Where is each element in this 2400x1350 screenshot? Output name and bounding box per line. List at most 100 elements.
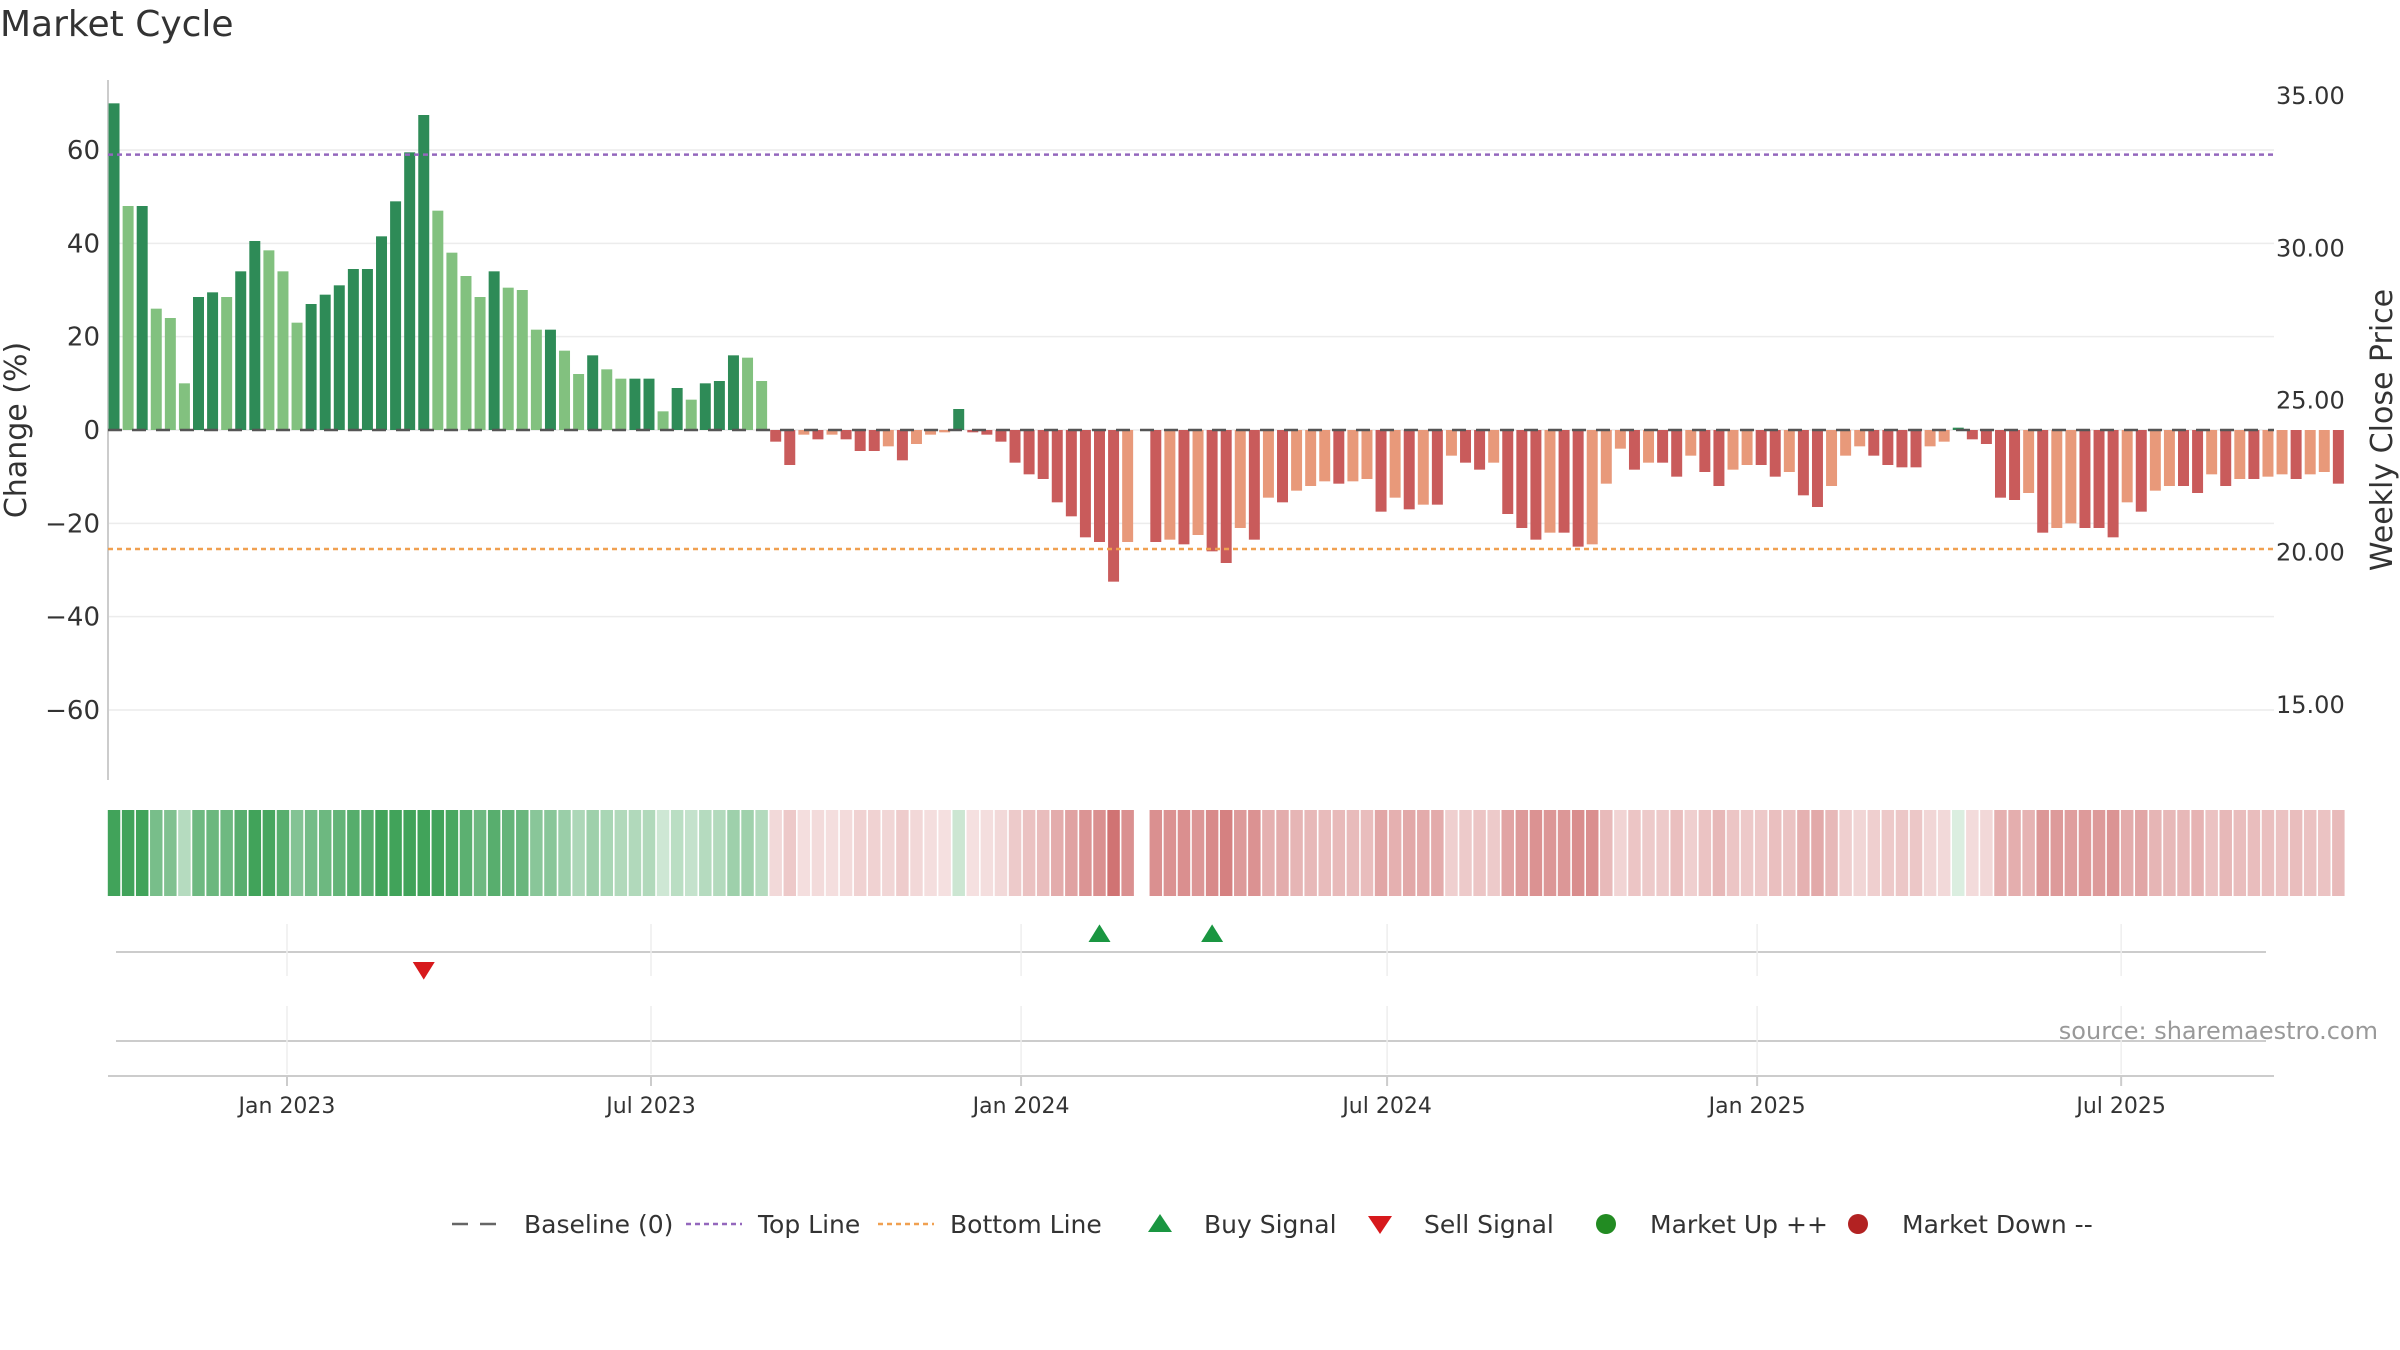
bar [1628, 430, 1640, 470]
heat-cell [178, 810, 191, 896]
bar [1699, 430, 1711, 472]
bar [2276, 430, 2288, 475]
bar [587, 355, 599, 430]
bar [2135, 430, 2147, 512]
bar [488, 271, 500, 430]
bar [840, 430, 852, 440]
y-axis-label: Change (%) [0, 342, 34, 518]
bars [108, 103, 2344, 582]
bar [305, 304, 317, 430]
heat-cell [234, 810, 247, 896]
bar [939, 430, 951, 433]
bar [2093, 430, 2105, 528]
heat-cell [431, 810, 445, 896]
bar [1023, 430, 1035, 475]
bar [2234, 430, 2246, 479]
bar [657, 411, 669, 430]
heat-cell [1163, 810, 1177, 896]
heat-cell [741, 810, 754, 896]
heat-cell [1177, 810, 1191, 896]
heat-cell [1937, 810, 1951, 896]
bar [1164, 430, 1176, 540]
bar [1502, 430, 1514, 514]
heat-cell [684, 810, 698, 896]
bar [2332, 430, 2344, 484]
heat-cell [2106, 810, 2120, 896]
bar [2262, 430, 2274, 477]
bar [1614, 430, 1626, 449]
bar [2318, 430, 2330, 472]
bar [1854, 430, 1866, 447]
bar [404, 152, 416, 431]
bar [1769, 430, 1781, 477]
y2-tick-label: 15.00 [2276, 691, 2345, 719]
heat-cell [1473, 810, 1486, 896]
bar [221, 297, 233, 430]
bar [1037, 430, 1049, 479]
heat-cell [896, 810, 909, 896]
bar [390, 201, 402, 430]
y-tick-label: −20 [45, 509, 100, 539]
heat-cell [853, 810, 867, 896]
bar [981, 430, 993, 435]
heat-cell [2163, 810, 2176, 896]
heat-cell [473, 810, 487, 896]
heat-cell [347, 810, 360, 896]
bar [1417, 430, 1429, 505]
bar [1713, 430, 1725, 486]
bar [671, 388, 683, 430]
y-tick-label: 40 [67, 229, 100, 259]
heat-cell [2022, 810, 2035, 896]
bar [1671, 430, 1683, 477]
bar [1178, 430, 1190, 545]
heat-cell [2064, 810, 2078, 896]
bar [432, 210, 444, 430]
y2-tick-label: 30.00 [2276, 234, 2345, 262]
x-tick-label: Jan 2025 [1707, 1094, 1806, 1119]
heat-cell [2149, 810, 2162, 896]
heat-cell [1051, 810, 1064, 896]
bar [2206, 430, 2218, 475]
bar [2023, 430, 2035, 493]
heat-cell [1909, 810, 1923, 896]
bar [1488, 430, 1500, 463]
heat-cell [966, 810, 980, 896]
heat-cell [783, 810, 797, 896]
y-tick-label: −60 [45, 696, 100, 726]
sell-signal-marker [412, 962, 435, 980]
heat-cell [1079, 810, 1092, 896]
heat-cell [572, 810, 585, 896]
bar [910, 430, 922, 444]
heat-cell [2050, 810, 2064, 896]
heat-cell [1290, 810, 1303, 896]
heat-cell [150, 810, 163, 896]
y-tick-label: −40 [45, 603, 100, 633]
bar [516, 290, 528, 430]
bar [1558, 430, 1570, 533]
heat-cell [1726, 810, 1740, 896]
heat-cell [1065, 810, 1078, 896]
heat-cell [755, 810, 768, 896]
x-tick-label: Jul 2024 [1340, 1094, 1432, 1119]
heat-cell [121, 810, 135, 896]
legend-swatch-buy [1148, 1214, 1172, 1232]
heat-cell [2008, 810, 2021, 896]
chart-title: Market Cycle [0, 4, 234, 45]
bar [2121, 430, 2133, 503]
reference-lines [108, 153, 2274, 551]
heat-cell [1952, 810, 1965, 896]
y-tick-label: 60 [67, 136, 100, 166]
heat-cell [600, 810, 614, 896]
bar [2051, 430, 2063, 528]
bar [1192, 430, 1204, 535]
heat-cell [2303, 810, 2317, 896]
heat-cell [1881, 810, 1895, 896]
heat-cell [825, 810, 839, 896]
y2-axis-label: Weekly Close Price [2365, 289, 2400, 571]
bar [347, 269, 359, 430]
bar [1685, 430, 1697, 456]
legend-swatch-circle [1848, 1214, 1868, 1234]
heat-cell [811, 810, 825, 896]
bar [544, 329, 556, 430]
